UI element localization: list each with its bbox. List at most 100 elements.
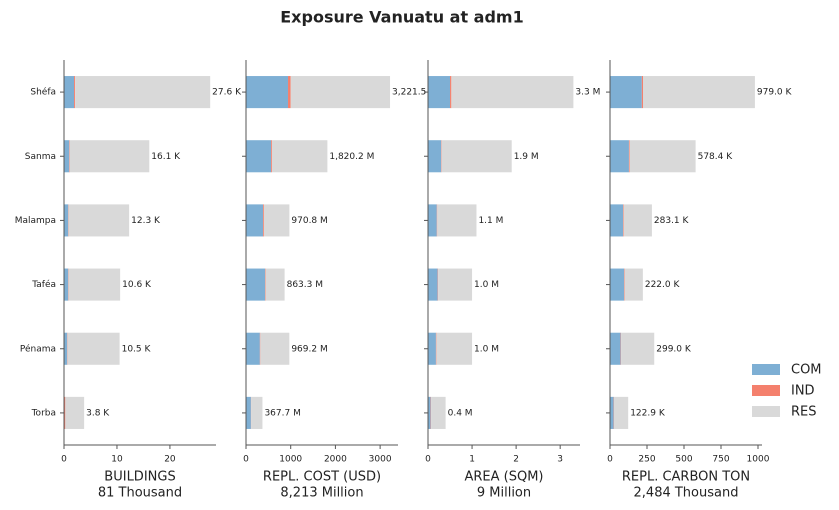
bar-segment bbox=[64, 140, 70, 173]
x-tick-label: 0 bbox=[61, 455, 67, 465]
x-tick-label: 1000 bbox=[747, 455, 770, 465]
bar-segment bbox=[262, 204, 264, 237]
bar-segment bbox=[69, 140, 150, 173]
total-label: 970.8 M bbox=[291, 216, 327, 226]
total-label: 367.7 M bbox=[264, 408, 300, 418]
bar-segment bbox=[260, 332, 290, 365]
x-tick-label: 0 bbox=[425, 455, 431, 465]
bar-segment bbox=[251, 396, 263, 429]
x-tick-label: 1000 bbox=[279, 455, 302, 465]
bar-segment bbox=[64, 268, 69, 301]
total-label: 0.4 M bbox=[448, 408, 473, 418]
bar-segment bbox=[263, 204, 290, 237]
bar-segment bbox=[437, 204, 477, 237]
bar-segment bbox=[436, 332, 473, 365]
bar-segment bbox=[68, 268, 121, 301]
legend-swatch bbox=[752, 364, 780, 375]
bar-segment bbox=[610, 268, 625, 301]
total-label: 979.0 K bbox=[757, 88, 793, 98]
total-label: 3.3 M bbox=[575, 88, 600, 98]
bar-segment bbox=[64, 332, 68, 365]
bar-segment bbox=[428, 76, 451, 109]
bar-segment bbox=[610, 396, 614, 429]
total-label: 10.5 K bbox=[122, 344, 152, 354]
total-label: 3,221.5 M bbox=[392, 88, 437, 98]
legend-swatch bbox=[752, 406, 780, 417]
bar-segment bbox=[641, 76, 644, 109]
total-label: 16.1 K bbox=[151, 152, 181, 162]
bar-segment bbox=[428, 268, 438, 301]
legend-label: COM bbox=[791, 363, 822, 378]
x-axis-label: AREA (SQM) bbox=[464, 470, 543, 485]
bar-segment bbox=[246, 396, 251, 429]
total-label: 1.9 M bbox=[514, 152, 539, 162]
bar-segment bbox=[451, 76, 574, 109]
total-label: 27.6 K bbox=[212, 88, 242, 98]
bar-segment bbox=[428, 396, 431, 429]
bar-segment bbox=[610, 140, 629, 173]
x-tick-label: 3000 bbox=[369, 455, 392, 465]
total-label: 222.0 K bbox=[645, 280, 681, 290]
x-axis-sublabel: 81 Thousand bbox=[98, 486, 182, 501]
bar-segment bbox=[643, 76, 755, 109]
x-tick-label: 2000 bbox=[324, 455, 347, 465]
y-tick-label: Pénama bbox=[20, 343, 56, 354]
bar-segment bbox=[438, 268, 473, 301]
legend-label: IND bbox=[791, 384, 815, 399]
bar-segment bbox=[265, 268, 285, 301]
x-tick-label: 0 bbox=[607, 455, 613, 465]
bar-segment bbox=[621, 332, 655, 365]
bar-segment bbox=[610, 332, 621, 365]
x-tick-label: 250 bbox=[638, 455, 655, 465]
bar-segment bbox=[271, 140, 272, 173]
bar-segment bbox=[441, 140, 512, 173]
bar-segment bbox=[290, 76, 391, 109]
bar-segment bbox=[271, 140, 328, 173]
bar-segment bbox=[428, 140, 442, 173]
total-label: 1.0 M bbox=[474, 280, 499, 290]
bar-segment bbox=[65, 396, 85, 429]
y-tick-label: Shéfa bbox=[30, 87, 56, 98]
total-label: 12.3 K bbox=[131, 216, 161, 226]
bar-segment bbox=[288, 76, 291, 109]
x-axis-sublabel: 2,484 Thousand bbox=[634, 486, 739, 501]
total-label: 1,820.2 M bbox=[329, 152, 374, 162]
x-tick-label: 20 bbox=[164, 455, 176, 465]
bar-segment bbox=[246, 140, 272, 173]
bar-segment bbox=[68, 204, 130, 237]
bar-segment bbox=[246, 268, 265, 301]
bar-segment bbox=[246, 204, 263, 237]
x-tick-label: 10 bbox=[111, 455, 123, 465]
bar-segment bbox=[613, 396, 629, 429]
y-tick-label: Torba bbox=[31, 408, 56, 418]
legend-label: RES bbox=[791, 405, 817, 420]
y-tick-label: Sanma bbox=[25, 152, 56, 162]
x-axis-sublabel: 8,213 Million bbox=[280, 486, 363, 501]
bar-segment bbox=[64, 76, 75, 109]
bar-segment bbox=[64, 396, 66, 429]
figure-title: Exposure Vanuatu at adm1 bbox=[280, 8, 523, 27]
x-tick-label: 500 bbox=[675, 455, 692, 465]
total-label: 1.0 M bbox=[474, 344, 499, 354]
x-axis-label: REPL. CARBON TON bbox=[622, 470, 750, 485]
bar-segment bbox=[450, 76, 452, 109]
total-label: 578.4 K bbox=[698, 152, 734, 162]
bar-segment bbox=[623, 204, 624, 237]
x-axis-sublabel: 9 Million bbox=[477, 486, 531, 501]
bar-segment bbox=[67, 332, 120, 365]
total-label: 969.2 M bbox=[291, 344, 327, 354]
total-label: 863.3 M bbox=[287, 280, 323, 290]
bar-segment bbox=[246, 76, 289, 109]
bar-segment bbox=[75, 76, 211, 109]
bar-segment bbox=[69, 140, 70, 173]
bar-segment bbox=[610, 204, 624, 237]
bar-segment bbox=[64, 204, 69, 237]
x-tick-label: 3 bbox=[557, 455, 563, 465]
x-axis-label: BUILDINGS bbox=[104, 470, 175, 485]
x-tick-label: 2 bbox=[513, 455, 519, 465]
total-label: 122.9 K bbox=[630, 408, 666, 418]
total-label: 10.6 K bbox=[122, 280, 152, 290]
bar-segment bbox=[628, 140, 630, 173]
bar-segment bbox=[624, 268, 643, 301]
legend-swatch bbox=[752, 385, 780, 396]
